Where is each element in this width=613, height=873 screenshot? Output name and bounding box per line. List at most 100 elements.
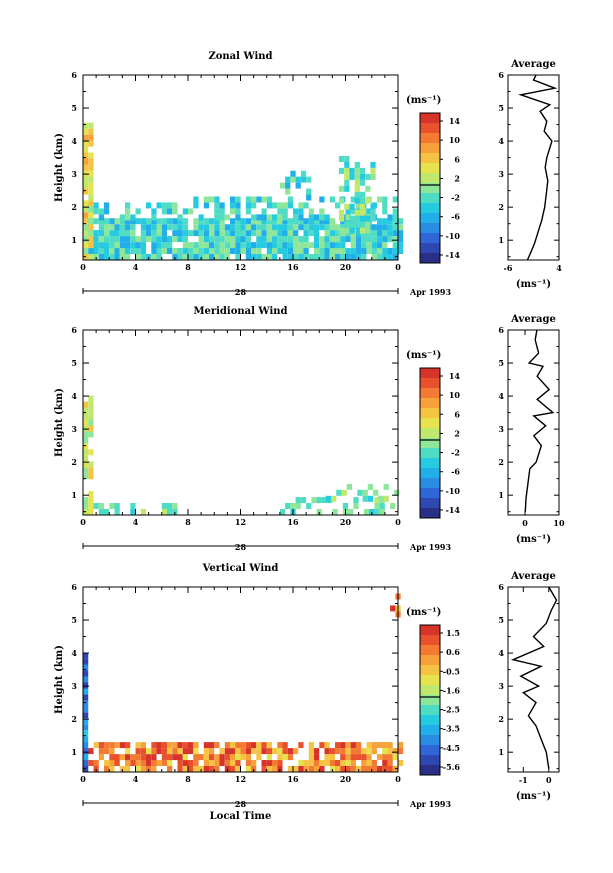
heatmap-cell	[341, 489, 347, 496]
colorbar-swatch	[420, 745, 440, 756]
heatmap-cell	[161, 754, 168, 761]
heatmap-cell	[287, 254, 294, 260]
heatmap-cell	[392, 248, 398, 254]
heatmap-cell	[240, 236, 246, 243]
heatmap-cell	[353, 497, 359, 504]
heatmap-cell	[272, 202, 278, 209]
heatmap-cell	[240, 230, 246, 237]
heatmap-cell	[140, 248, 147, 254]
heatmap-cell	[272, 248, 278, 254]
heatmap-cell	[277, 214, 283, 221]
colorbar-swatch	[420, 143, 440, 154]
heatmap-cell	[188, 248, 194, 254]
heatmap-cell	[109, 742, 115, 749]
heatmap-cell	[156, 236, 162, 243]
heatmap-cell	[214, 242, 220, 249]
heatmap-cell	[104, 224, 110, 231]
heatmap-cell	[277, 754, 283, 761]
heatmap-cell	[88, 224, 94, 231]
heatmap-cell	[308, 230, 315, 237]
heatmap-cell	[293, 254, 299, 260]
heatmap-cell	[370, 161, 376, 168]
heatmap-cell	[214, 202, 220, 209]
heatmap-cell	[88, 242, 94, 249]
profile-x-tick-label: -6	[504, 263, 513, 273]
heatmap-cell	[224, 236, 231, 243]
heatmap-cells	[83, 122, 404, 260]
heatmap-cell	[167, 766, 173, 772]
heatmap-cell	[83, 467, 89, 474]
heatmap-cell	[298, 236, 304, 243]
heatmap-cell	[151, 224, 157, 231]
profile-y-tick-label: 6	[498, 582, 504, 592]
heatmap-cell	[114, 754, 120, 761]
heatmap-cell	[340, 224, 346, 231]
heatmap-cell	[198, 224, 204, 231]
heatmap-cell	[224, 742, 231, 749]
heatmap-cell	[219, 754, 225, 761]
heatmap-cell	[140, 224, 147, 231]
heatmap-cell	[324, 242, 330, 249]
heatmap-cell	[357, 489, 363, 496]
heatmap-cell	[119, 214, 126, 221]
heatmap-cell	[379, 509, 385, 515]
heatmap-cell	[282, 214, 288, 221]
heatmap-cell	[387, 766, 393, 772]
heatmap-cell	[303, 760, 309, 766]
heatmap-cell	[266, 766, 273, 772]
profile-x-tick-label: 0	[522, 518, 528, 528]
heatmap-cell	[98, 748, 105, 755]
profile-y-tick-label: 3	[498, 681, 504, 691]
heatmap-cell	[245, 196, 252, 203]
heatmap-cell	[256, 224, 262, 231]
heatmap-cell	[109, 760, 115, 766]
heatmap-cell	[88, 230, 94, 237]
heatmap-cell	[135, 242, 141, 249]
heatmap-cell	[151, 766, 157, 772]
heatmap-cell	[167, 503, 173, 509]
profile-line	[518, 74, 558, 261]
heatmap-cell	[98, 742, 105, 749]
heatmap-cell	[230, 766, 236, 772]
heatmap-cell	[298, 214, 304, 221]
heatmap-cell	[167, 242, 173, 249]
heatmap-cell	[308, 218, 315, 225]
heatmap-cell	[354, 161, 360, 168]
heatmap-cell	[119, 236, 126, 243]
heatmap-cell	[83, 455, 89, 462]
heatmap-cell	[382, 236, 388, 243]
heatmap-cell	[319, 224, 325, 231]
heatmap-cell	[345, 214, 351, 221]
heatmap-cell	[324, 224, 330, 231]
heatmap-cell	[319, 236, 325, 243]
heatmap-cell	[261, 748, 267, 755]
heatmap-cell	[319, 218, 325, 225]
heatmap-cell	[235, 196, 241, 203]
heatmap-cell	[93, 208, 99, 215]
heatmap-cell	[319, 242, 325, 249]
heatmap-cell	[193, 760, 199, 766]
heatmap-cell	[119, 754, 126, 761]
heatmap-cell	[119, 248, 126, 254]
heatmap-cell	[266, 760, 273, 766]
colorbar-swatch	[420, 685, 440, 696]
heatmap-cell	[193, 230, 199, 237]
heatmap-cell	[235, 254, 241, 260]
heatmap-cells	[83, 395, 400, 515]
heatmap-cell	[161, 503, 168, 509]
heatmap-cell	[83, 419, 89, 426]
profile-x-label: (ms⁻¹)	[516, 279, 551, 290]
heatmap-cell	[156, 760, 162, 766]
heatmap-cell	[203, 766, 210, 772]
heatmap-cell	[300, 497, 307, 504]
heatmap-cell	[83, 134, 89, 141]
heatmap-cell	[308, 766, 315, 772]
heatmap-cell	[383, 495, 389, 502]
profile-title: Average	[510, 59, 556, 70]
heatmap-cell	[314, 236, 320, 243]
heatmap-cell	[354, 221, 360, 228]
heatmap-cell	[125, 754, 131, 761]
y-tick-label: 4	[71, 391, 77, 401]
heatmap-cell	[193, 766, 199, 772]
